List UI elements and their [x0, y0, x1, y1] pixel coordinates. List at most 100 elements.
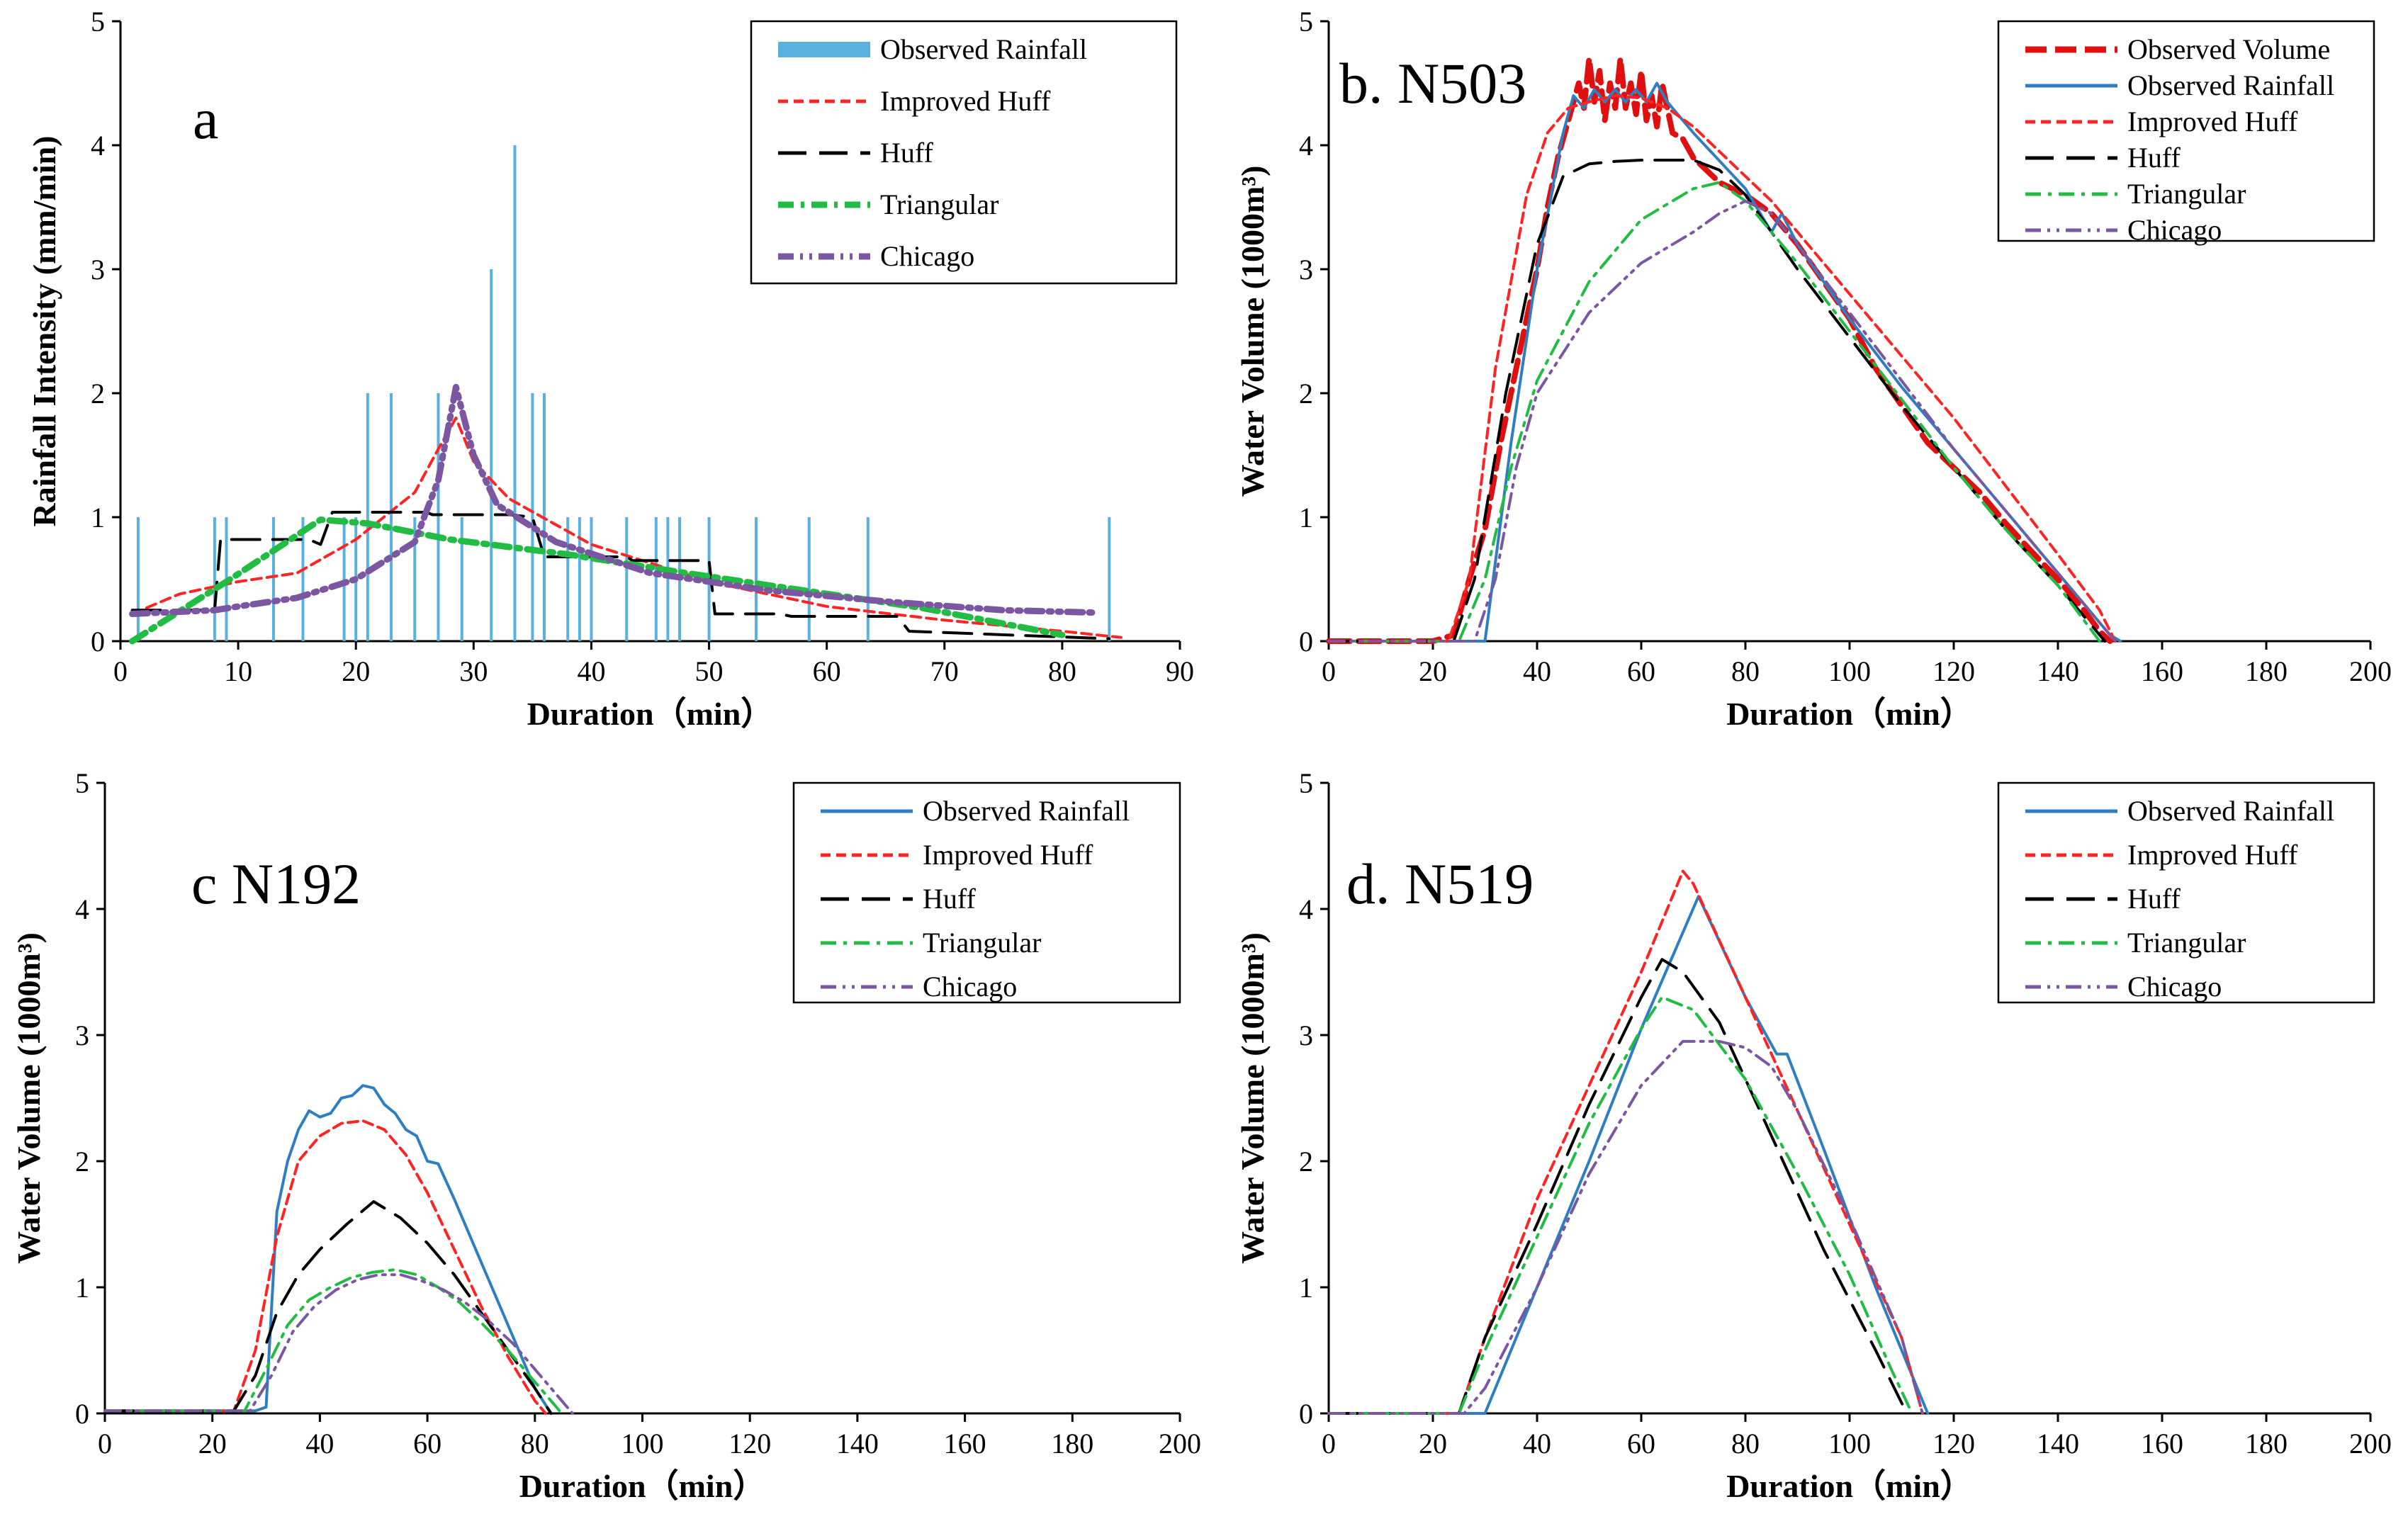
legend-label: Triangular [880, 188, 998, 220]
rainfall-bar [136, 517, 140, 641]
rainfall-bar [437, 393, 440, 641]
legend-label: Chicago [2127, 214, 2222, 246]
panel-label: c N192 [191, 852, 361, 916]
y-tick-label: 1 [75, 1272, 89, 1304]
x-tick-label: 20 [1419, 1428, 1447, 1459]
x-tick-label: 140 [2037, 655, 2079, 687]
x-tick-label: 90 [1166, 655, 1194, 687]
x-tick-label: 70 [930, 655, 959, 687]
y-tick-label: 3 [1299, 1019, 1313, 1051]
series-line-triangular [129, 516, 1066, 645]
rainfall-bar [666, 517, 670, 641]
legend-label: Huff [2127, 142, 2181, 174]
rainfall-bar [566, 517, 570, 641]
y-axis-label: Water Volume (1000m³) [1234, 932, 1271, 1264]
x-tick-label: 120 [1932, 655, 1975, 687]
series-line-observed-volume [1326, 55, 2113, 644]
series-line-huff [130, 511, 1111, 640]
rainfall-bar [490, 269, 493, 641]
x-axis-label: Duration（min） [527, 696, 774, 732]
x-tick-label: 180 [2245, 655, 2288, 687]
series-line-improved-huff [103, 1119, 547, 1415]
rainfall-bar [866, 517, 870, 641]
y-tick-label: 5 [75, 767, 89, 799]
x-tick-label: 160 [2141, 655, 2183, 687]
x-tick-label: 20 [1419, 655, 1447, 687]
x-tick-label: 200 [2349, 655, 2392, 687]
y-tick-label: 0 [1299, 1398, 1313, 1430]
rainfall-bar [513, 145, 517, 641]
rainfall-bar [807, 517, 811, 641]
legend-label: Chicago [2127, 971, 2222, 1002]
rainfall-bar [342, 517, 346, 641]
legend-label: Huff [880, 137, 933, 169]
panel-label: b. N503 [1339, 51, 1526, 115]
legend-label: Observed Rainfall [880, 33, 1087, 65]
x-tick-label: 40 [577, 655, 605, 687]
panel-label: d. N519 [1346, 852, 1534, 916]
panel-b: 0 1 2 3 4 5 0 20 40 60 80 100 120 140 160 180 200 Duratio… [1234, 6, 2392, 732]
series-line-huff [1327, 159, 2107, 643]
legend-label: Observed Rainfall [923, 795, 1130, 827]
rainfall-bar [301, 517, 305, 641]
panel-c: 0 1 2 3 4 5 0 20 40 60 80 100 120 140 160 180 200 Duratio… [11, 767, 1201, 1504]
series-line-improved-huff [130, 417, 1123, 639]
panel-label: a [193, 86, 218, 151]
rainfall-bar [366, 393, 369, 641]
x-tick-label: 40 [1523, 1428, 1551, 1459]
x-tick-label: 100 [621, 1428, 664, 1459]
legend-label: Observed Rainfall [2127, 69, 2334, 101]
x-tick-label: 60 [813, 655, 841, 687]
series-line-chicago [103, 1273, 574, 1415]
y-tick-label: 3 [91, 254, 105, 286]
rainfall-bar [578, 517, 581, 641]
legend-label: Huff [2127, 883, 2181, 915]
legend-label: Observed Volume [2127, 33, 2330, 65]
x-tick-label: 80 [521, 1428, 549, 1459]
x-tick-label: 10 [224, 655, 252, 687]
legend-label: Triangular [2127, 927, 2246, 959]
x-tick-label: 140 [2037, 1428, 2079, 1459]
x-tick-label: 80 [1731, 1428, 1760, 1459]
legend-label: Improved Huff [880, 85, 1051, 117]
legend-swatch [778, 42, 870, 57]
rainfall-bar [590, 517, 593, 641]
series-line-triangular [1327, 995, 1914, 1415]
y-axis-label: Rainfall Intensity (mm/min) [26, 136, 62, 527]
legend-label: Huff [923, 883, 976, 915]
x-tick-label: 160 [944, 1428, 986, 1459]
panel-d: 0 1 2 3 4 5 0 20 40 60 80 100 120 140 160 180 200 Duratio… [1234, 767, 2392, 1504]
x-tick-label: 140 [836, 1428, 879, 1459]
rainfall-bar [625, 517, 629, 641]
x-tick-label: 120 [1932, 1428, 1975, 1459]
y-tick-label: 0 [91, 626, 105, 657]
x-axis-label: Duration（min） [519, 1468, 766, 1504]
y-tick-label: 5 [1299, 6, 1313, 38]
series-line-observed-rainfall [1327, 81, 2122, 643]
y-axis-label: Water Volume (1000m³) [11, 932, 47, 1264]
y-tick-label: 3 [1299, 254, 1313, 286]
series-line-triangular [1327, 181, 2101, 643]
x-tick-label: 60 [1627, 1428, 1655, 1459]
y-tick-label: 4 [75, 893, 89, 925]
series-line-chicago [1327, 1039, 1924, 1415]
legend-box [1997, 20, 2375, 242]
x-tick-label: 60 [413, 1428, 441, 1459]
legend-box [792, 781, 1181, 1004]
y-tick-label: 4 [91, 130, 105, 162]
x-tick-label: 40 [1523, 655, 1551, 687]
series-line-chicago [1327, 199, 2117, 643]
x-axis-label: Duration（min） [1726, 1468, 1973, 1504]
x-tick-label: 80 [1048, 655, 1076, 687]
rainfall-bar [755, 517, 758, 641]
x-tick-label: 100 [1828, 655, 1871, 687]
legend-box [1997, 781, 2375, 1004]
y-tick-label: 3 [75, 1019, 89, 1051]
series-line-huff [103, 1200, 553, 1415]
x-tick-label: 120 [728, 1428, 771, 1459]
x-tick-label: 80 [1731, 655, 1760, 687]
x-tick-label: 20 [342, 655, 370, 687]
x-tick-label: 200 [1159, 1428, 1201, 1459]
